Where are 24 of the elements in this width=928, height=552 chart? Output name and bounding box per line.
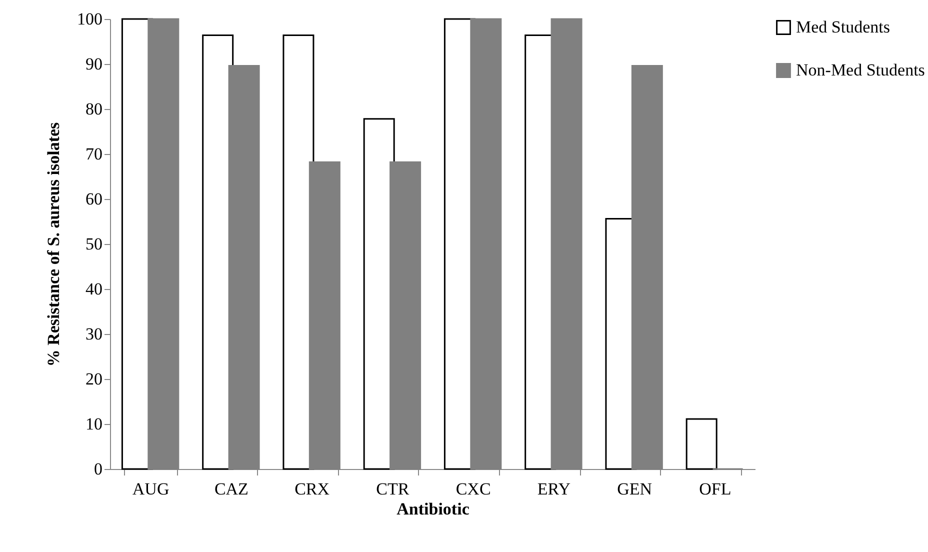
legend-label: Non-Med Students (796, 60, 925, 80)
y-tick-label: 10 (86, 414, 102, 434)
y-tick-label: 60 (86, 190, 102, 208)
x-tick-label: AUG (132, 480, 170, 498)
y-tick-label: 30 (86, 324, 102, 344)
x-tick-label: CXC (456, 480, 491, 498)
y-tick-label: 50 (86, 234, 102, 254)
y-tick-label: 90 (86, 54, 102, 74)
y-axis-title: % Resistance of S. aureus isolates (44, 122, 63, 367)
x-axis-title: Antibiotic (396, 500, 470, 518)
x-tick-label: OFL (699, 480, 732, 498)
legend-label: Med Students (796, 18, 890, 36)
y-tick-label: 0 (94, 460, 102, 478)
y-tick-label: 20 (86, 370, 102, 388)
bar (686, 418, 718, 470)
y-tick-label: 40 (86, 280, 102, 298)
y-tick-label: 80 (86, 100, 102, 118)
x-tick-label: GEN (617, 480, 652, 498)
x-tick-label: CAZ (214, 480, 248, 498)
x-tick-label: CRX (294, 480, 330, 498)
y-tick-label: 100 (77, 10, 102, 28)
x-tick-label: ERY (537, 480, 570, 498)
x-tick-label: CTR (376, 480, 410, 498)
y-tick-label: 70 (86, 144, 102, 164)
